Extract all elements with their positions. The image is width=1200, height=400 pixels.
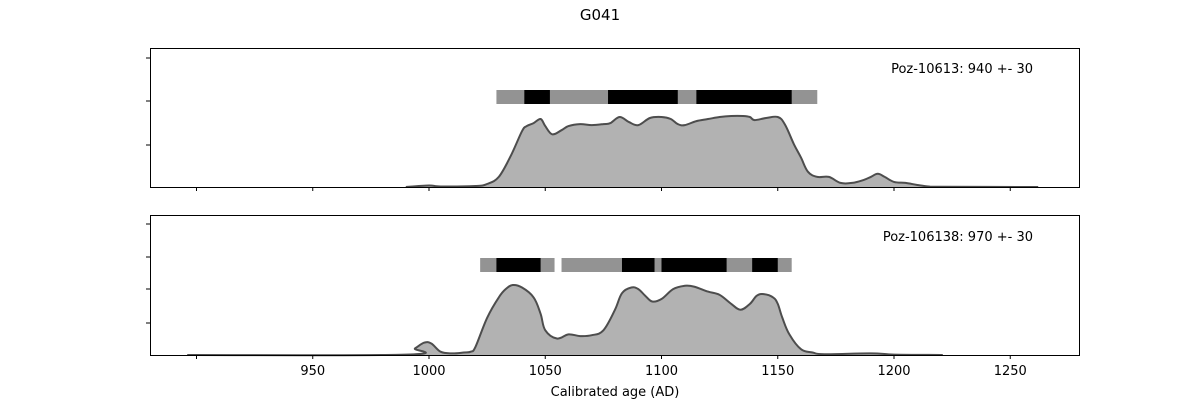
range-68-bar-1 xyxy=(524,90,550,104)
panel-2-range-68 xyxy=(496,258,778,272)
panel-2-y-ticks xyxy=(146,223,150,324)
range-68-bar-4 xyxy=(752,258,778,272)
panel-2-density-line xyxy=(187,283,943,357)
range-68-bar-2 xyxy=(608,90,678,104)
panel-2-annotation: Poz-106138: 970 +- 30 xyxy=(883,230,1033,245)
panel-1: Poz-10613: 940 +- 30 xyxy=(146,48,1080,191)
panel-1-density-line xyxy=(405,114,1039,188)
x-tick-label-1200: 1200 xyxy=(877,364,910,379)
x-tick-label-1150: 1150 xyxy=(761,364,794,379)
x-tick-label-1000: 1000 xyxy=(412,364,445,379)
x-tick-labels: 950 1000 1050 1100 1150 1200 1250 xyxy=(300,364,1026,379)
panel-2: Poz-106138: 970 +- 30 xyxy=(146,215,1080,359)
range-68-bar-2 xyxy=(621,258,655,272)
x-axis-label: Calibrated age (AD) xyxy=(551,385,680,400)
panel-2-x-ticks xyxy=(196,355,1011,359)
range-68-bar-3 xyxy=(661,258,727,272)
x-tick-label-1100: 1100 xyxy=(645,364,678,379)
panel-1-annotation: Poz-10613: 940 +- 30 xyxy=(891,62,1033,77)
panel-1-range-68 xyxy=(524,90,792,104)
chart-title: G041 xyxy=(580,6,620,24)
panel-1-x-ticks xyxy=(196,187,1011,191)
panel-1-frame xyxy=(150,48,1080,188)
range-68-bar-1 xyxy=(496,258,541,272)
x-tick-label-950: 950 xyxy=(300,364,325,379)
panel-2-frame xyxy=(150,215,1080,356)
panel-1-y-ticks xyxy=(146,57,150,146)
x-tick-label-1250: 1250 xyxy=(994,364,1027,379)
x-tick-label-1050: 1050 xyxy=(529,364,562,379)
panel-1-density-area xyxy=(405,115,1039,187)
panel-2-density-area xyxy=(187,284,943,356)
range-68-bar-3 xyxy=(696,90,792,104)
